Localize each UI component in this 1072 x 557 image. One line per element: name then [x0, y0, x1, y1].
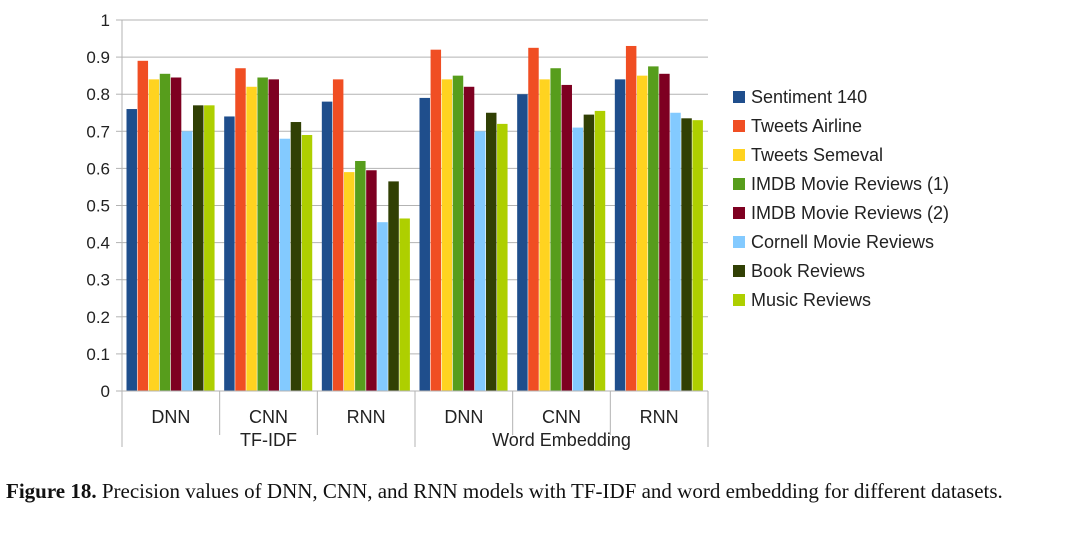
bar-tweets-airline-dnn	[430, 49, 442, 392]
legend-swatch	[733, 207, 745, 219]
bar-tweets-semeval-rnn	[344, 172, 355, 391]
legend-label: Music Reviews	[751, 290, 871, 310]
bar-music-reviews-rnn	[399, 218, 410, 391]
bar-imdb-movie-reviews-2-cnn	[561, 84, 572, 392]
bars	[126, 45, 703, 392]
y-tick-label: 0.5	[86, 197, 110, 216]
bar-cornell-movie-reviews-cnn	[572, 127, 584, 391]
bar-tweets-semeval-dnn	[148, 79, 160, 392]
bar-sentiment-140-dnn	[419, 97, 430, 391]
bar-cornell-movie-reviews-rnn	[670, 112, 681, 391]
legend-swatch	[733, 178, 745, 190]
y-tick-label: 0.3	[86, 271, 110, 290]
bar-imdb-movie-reviews-2-dnn	[463, 86, 475, 391]
legend-swatch	[733, 265, 745, 277]
x-axis: DNN CNN RNN DNN CNN RNN TF-IDF Word Embedding	[121, 390, 709, 450]
legend-label: IMDB Movie Reviews (1)	[751, 174, 949, 194]
y-tick-label: 0.6	[86, 159, 110, 178]
legend-label: Book Reviews	[751, 261, 865, 281]
figure-caption: Figure 18. Precision values of DNN, CNN,…	[6, 476, 1066, 507]
bar-music-reviews-dnn	[204, 105, 215, 391]
bar-music-reviews-rnn	[692, 120, 703, 392]
precision-bar-chart: 00.10.20.30.40.50.60.70.80.91 DNN CNN RNN D…	[86, 11, 949, 450]
x-category-label: RNN	[347, 407, 386, 427]
bar-cornell-movie-reviews-rnn	[377, 222, 388, 391]
bar-tweets-airline-rnn	[332, 79, 344, 392]
x-category-label: CNN	[542, 407, 581, 427]
bar-imdb-movie-reviews-1-rnn	[355, 160, 366, 391]
bar-sentiment-140-rnn	[614, 79, 626, 392]
legend: Sentiment 140 Tweets Airline Tweets Semeva…	[733, 87, 949, 310]
bar-tweets-semeval-cnn	[246, 86, 257, 391]
bar-imdb-movie-reviews-1-cnn	[550, 68, 561, 391]
y-tick-label: 0	[101, 382, 110, 401]
bar-imdb-movie-reviews-1-rnn	[648, 66, 659, 392]
bar-sentiment-140-rnn	[321, 101, 333, 392]
bar-tweets-semeval-rnn	[637, 75, 648, 392]
bar-cornell-movie-reviews-dnn	[181, 131, 193, 392]
legend-label: Cornell Movie Reviews	[751, 232, 934, 252]
legend-swatch	[733, 120, 745, 132]
bar-tweets-airline-dnn	[137, 60, 149, 392]
caption-label: Figure 18.	[6, 479, 97, 503]
bar-book-reviews-cnn	[290, 122, 302, 391]
bar-music-reviews-cnn	[594, 110, 606, 391]
x-category-label: CNN	[249, 407, 288, 427]
bar-sentiment-140-cnn	[224, 116, 235, 392]
bar-cornell-movie-reviews-dnn	[474, 131, 486, 392]
bar-imdb-movie-reviews-1-cnn	[257, 77, 268, 391]
bar-tweets-semeval-cnn	[539, 79, 550, 392]
bar-book-reviews-rnn	[681, 118, 692, 391]
y-tick-label: 1	[101, 11, 110, 30]
legend-swatch	[733, 91, 745, 103]
bar-imdb-movie-reviews-2-dnn	[170, 77, 182, 391]
x-category-label: DNN	[444, 407, 483, 427]
y-tick-label: 0.7	[86, 122, 110, 141]
y-tick-label: 0.4	[86, 234, 110, 253]
bar-sentiment-140-dnn	[126, 109, 137, 391]
legend-label: Tweets Semeval	[751, 145, 883, 165]
legend-swatch	[733, 236, 745, 248]
bar-tweets-semeval-dnn	[441, 79, 453, 392]
bar-imdb-movie-reviews-2-rnn	[366, 170, 377, 391]
bar-imdb-movie-reviews-2-cnn	[268, 79, 279, 392]
bar-imdb-movie-reviews-1-dnn	[159, 73, 171, 392]
legend-label: IMDB Movie Reviews (2)	[751, 203, 949, 223]
y-tick-label: 0.8	[86, 85, 110, 104]
bar-sentiment-140-cnn	[517, 94, 528, 391]
legend-swatch	[733, 149, 745, 161]
legend-label: Tweets Airline	[751, 116, 862, 136]
x-group-label: TF-IDF	[240, 430, 297, 450]
bar-book-reviews-dnn	[486, 112, 497, 391]
x-category-label: DNN	[151, 407, 190, 427]
bar-imdb-movie-reviews-1-dnn	[452, 75, 464, 392]
y-tick-label: 0.1	[86, 345, 110, 364]
bar-tweets-airline-rnn	[625, 45, 637, 391]
y-tick-label: 0.2	[86, 308, 110, 327]
x-category-label: RNN	[640, 407, 679, 427]
y-tick-label: 0.9	[86, 48, 110, 67]
gridlines	[122, 19, 708, 392]
bar-tweets-airline-cnn	[528, 47, 539, 391]
bar-book-reviews-cnn	[583, 114, 595, 392]
caption-text: Precision values of DNN, CNN, and RNN mo…	[101, 479, 1003, 503]
bar-cornell-movie-reviews-cnn	[279, 138, 291, 391]
bar-book-reviews-rnn	[388, 181, 399, 391]
legend-label: Sentiment 140	[751, 87, 867, 107]
x-group-label: Word Embedding	[492, 430, 631, 450]
legend-swatch	[733, 294, 745, 306]
y-axis: 0 0.1 0.2 0.3 0.4 0.5 0.6 0.7 0.8 0.9 1	[86, 11, 123, 401]
bar-imdb-movie-reviews-2-rnn	[659, 73, 670, 392]
bar-book-reviews-dnn	[193, 105, 204, 391]
bar-music-reviews-cnn	[301, 135, 313, 391]
bar-music-reviews-dnn	[497, 123, 508, 391]
bar-tweets-airline-cnn	[235, 68, 246, 391]
